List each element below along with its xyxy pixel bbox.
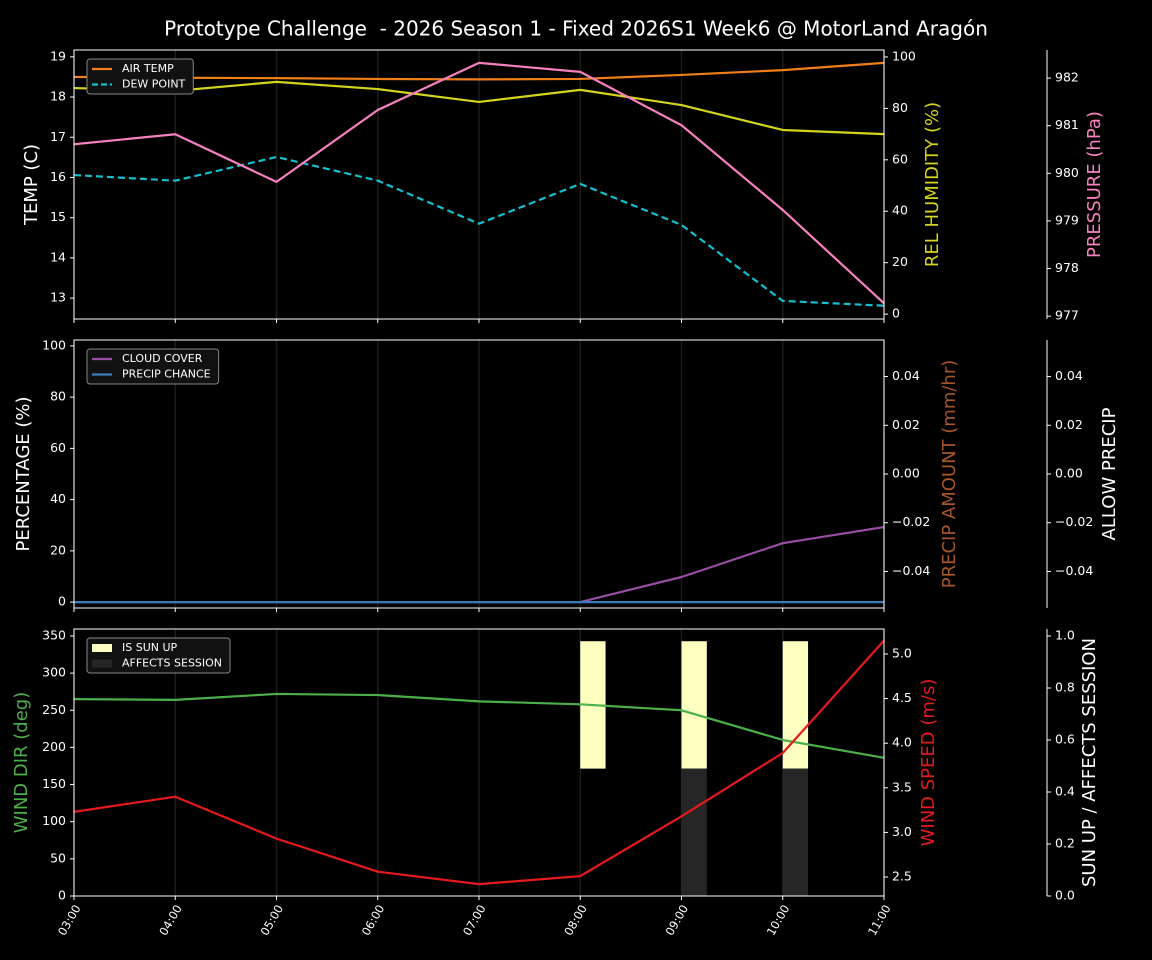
series-line [73,639,885,886]
y-tick-label: 20 [892,254,908,269]
y-tick-label: 1.0 [1055,628,1075,643]
x-tick-label: 10:00 [764,902,793,938]
legend-frame [86,58,194,95]
bar [681,641,707,769]
y-tick-label: −0.02 [892,514,930,529]
y-tick-label: 80 [50,389,66,404]
y-tick-label: 13 [50,290,66,305]
y-tick-label: 0.02 [892,417,920,432]
x-tick-label: 09:00 [662,902,691,938]
y-tick-label: 16 [50,169,66,184]
x-tick-label: 06:00 [359,902,388,938]
y-tick-label: 4.5 [892,690,912,705]
y-tick-label: 4.0 [892,735,912,750]
y-tick-label: 0.04 [892,368,920,383]
axis-label: WIND DIR (deg) [11,692,32,834]
y-tick-label: 0.04 [1055,368,1083,383]
y-tick-label: 0.0 [1055,888,1075,903]
axis-label: SUN UP / AFFECTS SESSION [1079,638,1100,887]
legend-frame [86,348,220,385]
y-tick-label: 3.0 [892,824,912,839]
y-tick-label: 300 [42,665,66,680]
legend-label: PRECIP CHANCE [122,368,211,381]
y-tick-label: 0.6 [1055,732,1075,747]
y-tick-label: 0.2 [1055,836,1075,851]
y-tick-label: 979 [1055,212,1079,227]
bar [681,768,707,896]
x-tick-label: 05:00 [257,902,286,938]
y-tick-label: 17 [50,129,66,144]
x-tick-label: 08:00 [561,902,590,938]
y-tick-label: 40 [50,491,66,506]
x-tick-label: 11:00 [865,902,894,938]
x-tick-label: 07:00 [460,902,489,938]
y-tick-label: −0.04 [1055,563,1093,578]
y-tick-label: 5.0 [892,645,912,660]
legend-frame [86,637,231,674]
series-line [73,692,885,759]
legend: CLOUD COVER PRECIP CHANCE [86,348,220,385]
y-tick-label: 0.4 [1055,784,1075,799]
y-tick-label: 50 [50,850,66,865]
axis-label: REL HUMIDITY (%) [922,102,943,267]
y-tick-label: 80 [892,100,908,115]
y-tick-label: 980 [1055,165,1079,180]
bar [782,768,809,896]
y-tick-label: 0 [892,306,900,321]
y-tick-label: 0.02 [1055,417,1083,432]
y-tick-label: 18 [50,89,66,104]
y-tick-label: 40 [892,203,908,218]
y-tick-label: 100 [42,813,66,828]
y-tick-label: 100 [892,48,916,63]
legend-label: CLOUD COVER [122,352,203,365]
y-tick-label: 100 [42,337,66,352]
y-tick-label: 15 [50,209,66,224]
y-tick-label: −0.04 [892,563,930,578]
y-tick-label: 60 [892,151,908,166]
legend-label: DEW POINT [122,78,186,91]
y-tick-label: 350 [42,627,66,642]
axis-label: PRECIP AMOUNT (mm/hr) [939,360,960,589]
axis-label: PERCENTAGE (%) [13,396,34,551]
x-tick-label: 03:00 [55,902,84,938]
axis-label: ALLOW PRECIP [1099,407,1120,540]
y-tick-label: 0 [58,888,66,903]
y-tick-label: 977 [1055,308,1079,323]
axis-label: TEMP (C) [21,144,42,226]
series-line [73,61,885,305]
legend-swatch [92,644,112,652]
series-line [73,155,885,307]
legend: IS SUN UP AFFECTS SESSION [86,637,231,674]
y-tick-label: 0.8 [1055,680,1075,695]
legend-label: AFFECTS SESSION [122,657,222,670]
legend-swatch [92,659,112,668]
y-tick-label: 2.5 [892,868,912,883]
y-tick-label: 978 [1055,260,1079,275]
series-line [73,80,885,136]
y-tick-label: 0.00 [1055,466,1083,481]
y-tick-label: 982 [1055,70,1079,85]
chart-title: Prototype Challenge - 2026 Season 1 - Fi… [164,17,988,41]
axis-label: PRESSURE (hPa) [1084,111,1105,258]
y-tick-label: 19 [50,48,66,63]
y-tick-label: 60 [50,440,66,455]
y-tick-label: 200 [42,739,66,754]
y-tick-label: 3.5 [892,779,912,794]
legend-label: AIR TEMP [122,62,174,75]
y-tick-label: 20 [50,542,66,557]
y-tick-label: 0.00 [892,466,920,481]
legend-label: IS SUN UP [122,641,178,654]
y-tick-label: 150 [42,776,66,791]
y-tick-label: 14 [50,249,66,264]
y-tick-label: 250 [42,702,66,717]
axis-label: WIND SPEED (m/s) [918,679,939,847]
x-tick-label: 04:00 [156,902,185,938]
y-tick-label: 981 [1055,117,1079,132]
legend: AIR TEMP DEW POINT [86,58,194,95]
y-tick-label: 0 [58,594,66,609]
series-line [73,61,885,81]
y-tick-label: −0.02 [1055,514,1093,529]
